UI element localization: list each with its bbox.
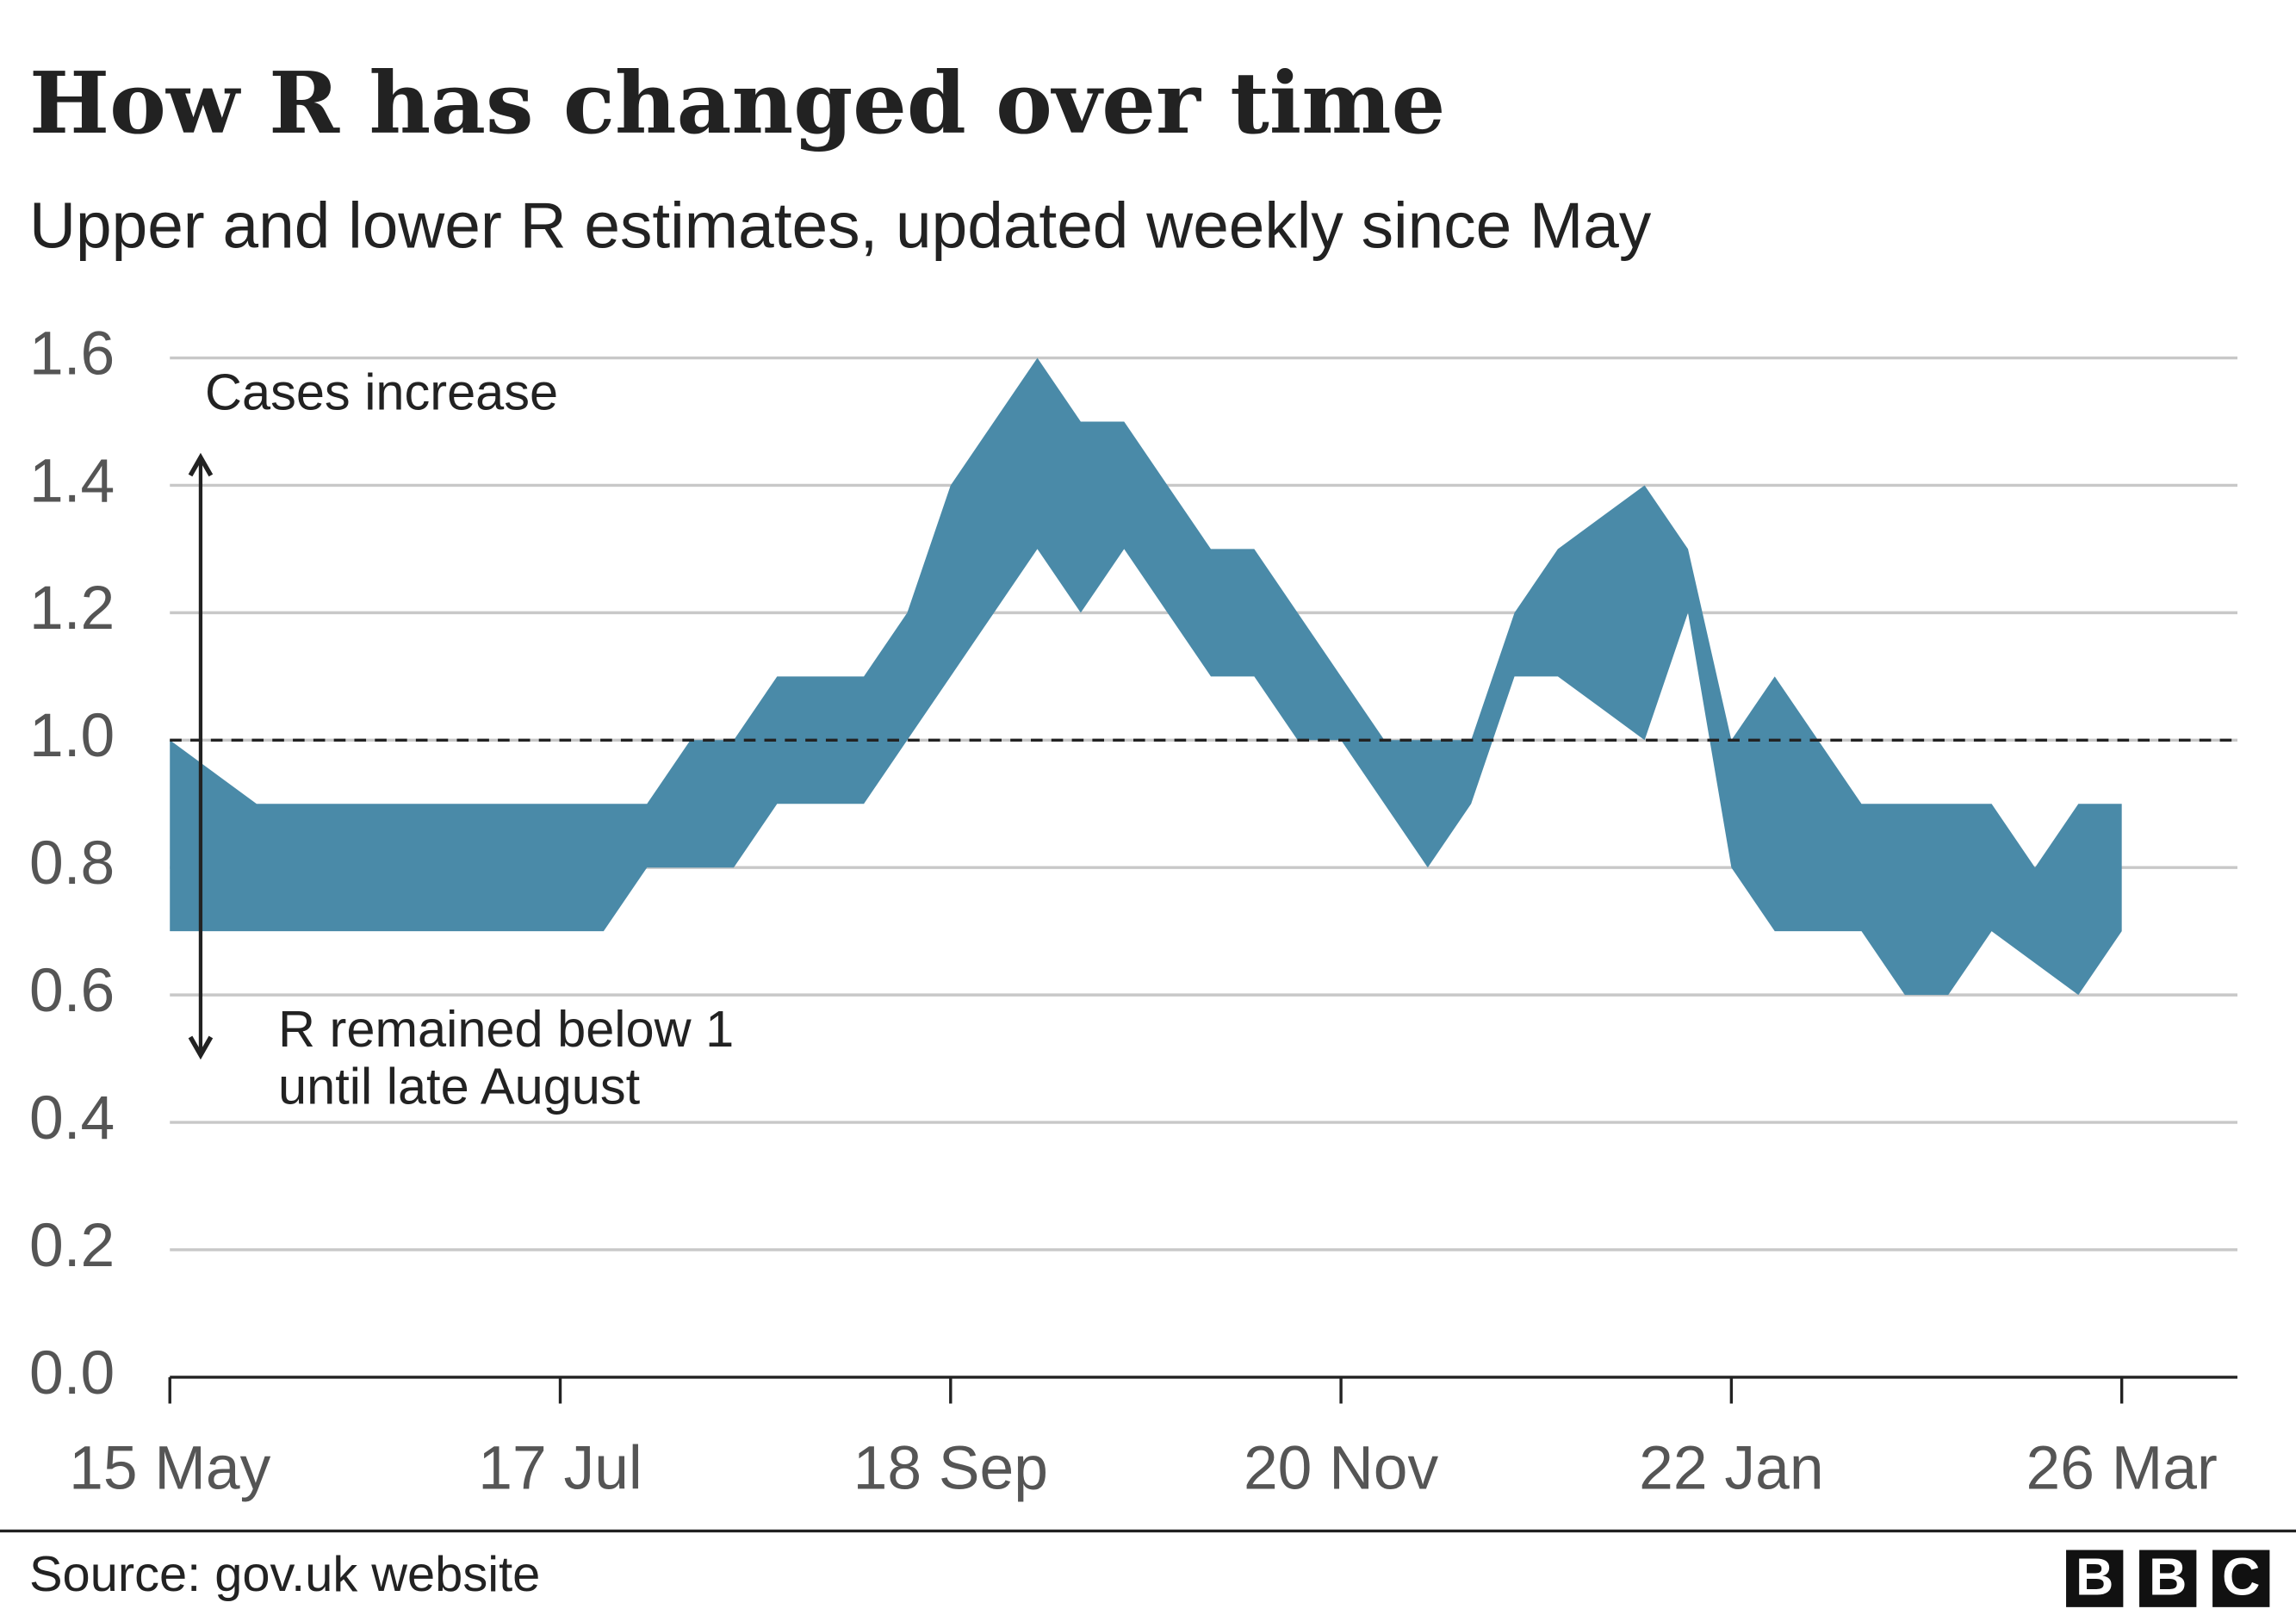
logo-box xyxy=(2139,1550,2197,1607)
annotation: Cases increase xyxy=(205,363,558,420)
axis: 15 May 17 Jul 18 Sep 20 Nov 22 Jan 26 Mar xyxy=(69,1376,2237,1502)
y-tick-label: 0.0 xyxy=(29,1339,115,1407)
y-tick-label: 1.6 xyxy=(29,319,115,388)
logo: B B C xyxy=(2066,1547,2270,1607)
x-tick-label: 20 Nov xyxy=(1244,1433,1439,1502)
chart-title: How R has changed over time xyxy=(29,53,1445,153)
logo-box xyxy=(2066,1550,2124,1607)
logo-letter: B xyxy=(2076,1547,2113,1606)
y-tick-label: 0.2 xyxy=(29,1211,115,1280)
x-tick-label: 18 Sep xyxy=(853,1433,1048,1502)
y-tick-label: 0.8 xyxy=(29,829,115,898)
y-tick-label: 0.4 xyxy=(29,1084,115,1152)
annotation: R remained below 1 xyxy=(278,1000,734,1058)
x-tick-label: 26 Mar xyxy=(2026,1433,2218,1502)
logo-box xyxy=(2212,1550,2270,1607)
x-tick-label: 17 Jul xyxy=(478,1433,642,1502)
logo-letter: C xyxy=(2222,1547,2260,1606)
y-tick-label: 1.0 xyxy=(29,701,115,770)
source: Source: gov.uk website xyxy=(29,1547,540,1602)
x-tick-label: 15 May xyxy=(69,1433,270,1502)
x-tick-label: 22 Jan xyxy=(1639,1433,1823,1502)
range-band xyxy=(170,357,2122,996)
plot xyxy=(170,357,2237,996)
logo-letter: B xyxy=(2149,1547,2187,1606)
y-tick-label: 1.4 xyxy=(29,446,115,515)
y-tick-label: 0.6 xyxy=(29,956,115,1025)
annotation: until late August xyxy=(278,1057,641,1115)
y-tick-label: 1.2 xyxy=(29,574,115,643)
chart-subtitle: Upper and lower R estimates, updated wee… xyxy=(29,189,1652,261)
